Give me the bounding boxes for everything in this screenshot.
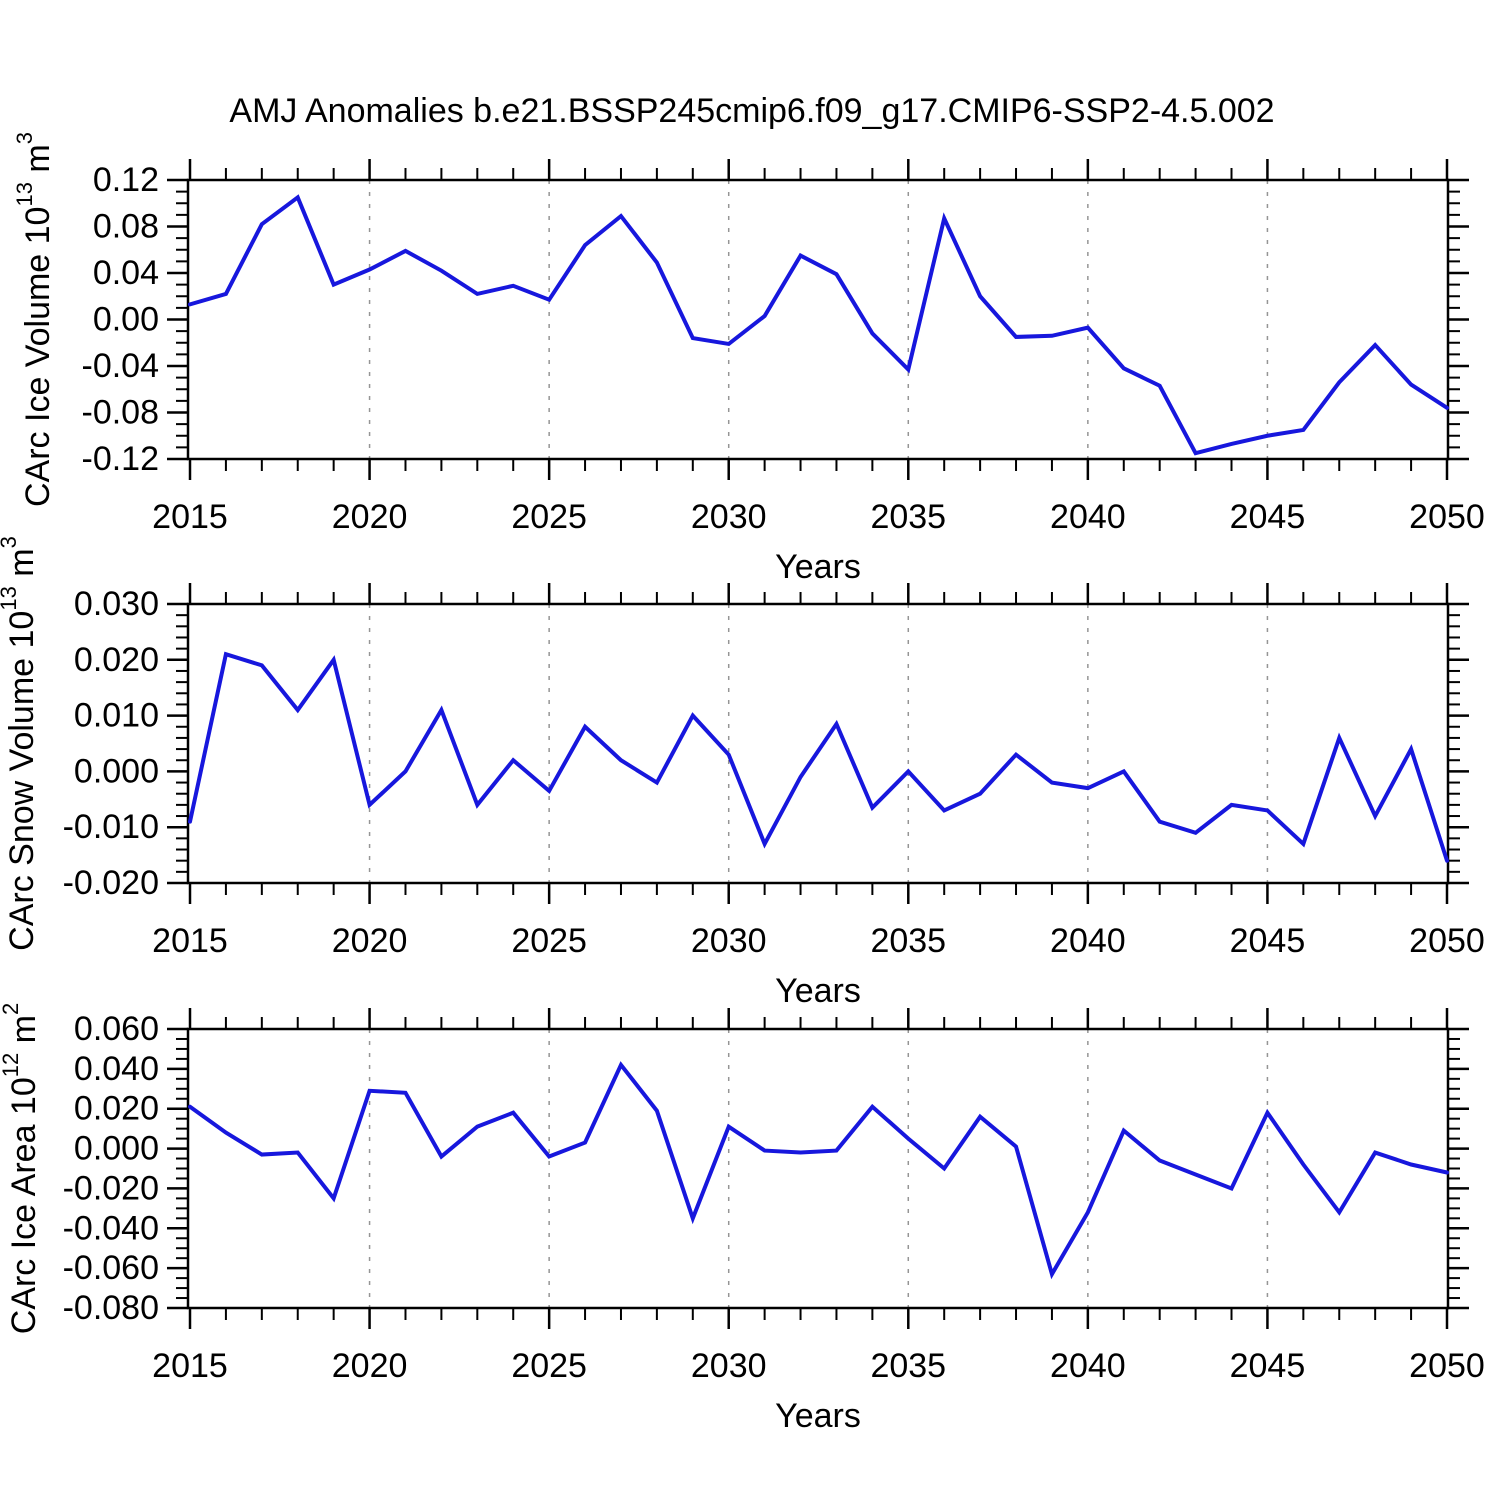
x-tick-label: 2025 bbox=[511, 1347, 587, 1385]
y-tick-label: 0.020 bbox=[74, 641, 159, 679]
x-tick-label: 2030 bbox=[691, 1347, 767, 1385]
x-tick-label: 2040 bbox=[1050, 922, 1126, 960]
panels: 0.12 0.08 0.04 0.00 -0.04 -0.08 -0.12 2015 2020 2… bbox=[0, 132, 1485, 1435]
figure-title: AMJ Anomalies b.e21.BSSP245cmip6.f09_g17… bbox=[229, 92, 1274, 130]
series-snow-volume bbox=[188, 651, 1449, 863]
y-tick-label: 0.060 bbox=[74, 1010, 159, 1048]
x-tick-label: 2030 bbox=[691, 922, 767, 960]
x-tick-label: 2025 bbox=[511, 922, 587, 960]
y-tick-label: 0.08 bbox=[93, 208, 159, 246]
x-tick-label: 2015 bbox=[152, 498, 228, 536]
panel-ice-area: 0.0600.0400.0200.000-0.020-0.040-0.060-0… bbox=[0, 1003, 1485, 1435]
y-tick-label: -0.08 bbox=[82, 394, 160, 432]
y-tick-label: 0.030 bbox=[74, 585, 159, 623]
y-tick-label: 0.000 bbox=[74, 752, 159, 790]
x-tick-label: 2040 bbox=[1050, 498, 1126, 536]
y-axis-title: CArc Ice Area 1012 m2 bbox=[0, 1003, 43, 1335]
x-tick-label: 2020 bbox=[332, 1347, 408, 1385]
y-tick-label: 0.04 bbox=[93, 254, 159, 292]
y-axis-title: CArc Snow Volume 1013 m3 bbox=[0, 536, 41, 951]
y-tick-label: -0.080 bbox=[63, 1289, 159, 1327]
panel-snow-volume: 0.030 0.020 0.010 0.000 -0.010 -0.020 2015 2020… bbox=[0, 536, 1485, 1010]
x-tick-label: 2015 bbox=[152, 1347, 228, 1385]
x-tick-label: 2035 bbox=[870, 1347, 946, 1385]
x-tick-label: 2015 bbox=[152, 922, 228, 960]
series-ice-volume bbox=[188, 194, 1449, 456]
x-tick-label: 2040 bbox=[1050, 1347, 1126, 1385]
y-tick-label: -0.020 bbox=[63, 1169, 159, 1207]
x-tick-label: 2030 bbox=[691, 498, 767, 536]
x-tick-label: 2035 bbox=[870, 498, 946, 536]
axis-box bbox=[186, 178, 1450, 461]
y-tick-label: -0.04 bbox=[82, 347, 160, 385]
x-tick-label: 2025 bbox=[511, 498, 587, 536]
y-tick-label: 0.000 bbox=[74, 1130, 159, 1168]
y-tick-label: -0.010 bbox=[63, 808, 159, 846]
y-tick-label: -0.12 bbox=[82, 440, 160, 478]
x-tick-label: 2020 bbox=[332, 922, 408, 960]
y-tick-label: 0.12 bbox=[93, 161, 159, 199]
x-axis-title: Years bbox=[775, 548, 861, 586]
y-tick-label: -0.040 bbox=[63, 1209, 159, 1247]
x-tick-label: 2050 bbox=[1409, 498, 1485, 536]
y-tick-label: 0.010 bbox=[74, 697, 159, 735]
panel-ice-volume: 0.12 0.08 0.04 0.00 -0.04 -0.08 -0.12 2015 2020 2… bbox=[12, 132, 1485, 586]
axis-box bbox=[186, 1027, 1450, 1310]
x-axis-title: Years bbox=[775, 972, 861, 1010]
x-tick-label: 2020 bbox=[332, 498, 408, 536]
series-ice-area bbox=[188, 1061, 1449, 1280]
y-tick-label: -0.020 bbox=[63, 864, 159, 902]
x-tick-label: 2045 bbox=[1230, 922, 1306, 960]
x-tick-label: 2045 bbox=[1230, 1347, 1306, 1385]
y-tick-label: 0.040 bbox=[74, 1050, 159, 1088]
y-tick-label: 0.020 bbox=[74, 1090, 159, 1128]
y-tick-label: -0.060 bbox=[63, 1249, 159, 1287]
x-tick-label: 2050 bbox=[1409, 1347, 1485, 1385]
x-tick-label: 2045 bbox=[1230, 498, 1306, 536]
y-tick-label: 0.00 bbox=[93, 301, 159, 339]
x-tick-label: 2050 bbox=[1409, 922, 1485, 960]
x-axis-title: Years bbox=[775, 1397, 861, 1435]
y-axis-title: CArc Ice Volume 1013 m3 bbox=[12, 132, 58, 507]
axis-box bbox=[186, 602, 1450, 885]
x-tick-label: 2035 bbox=[870, 922, 946, 960]
